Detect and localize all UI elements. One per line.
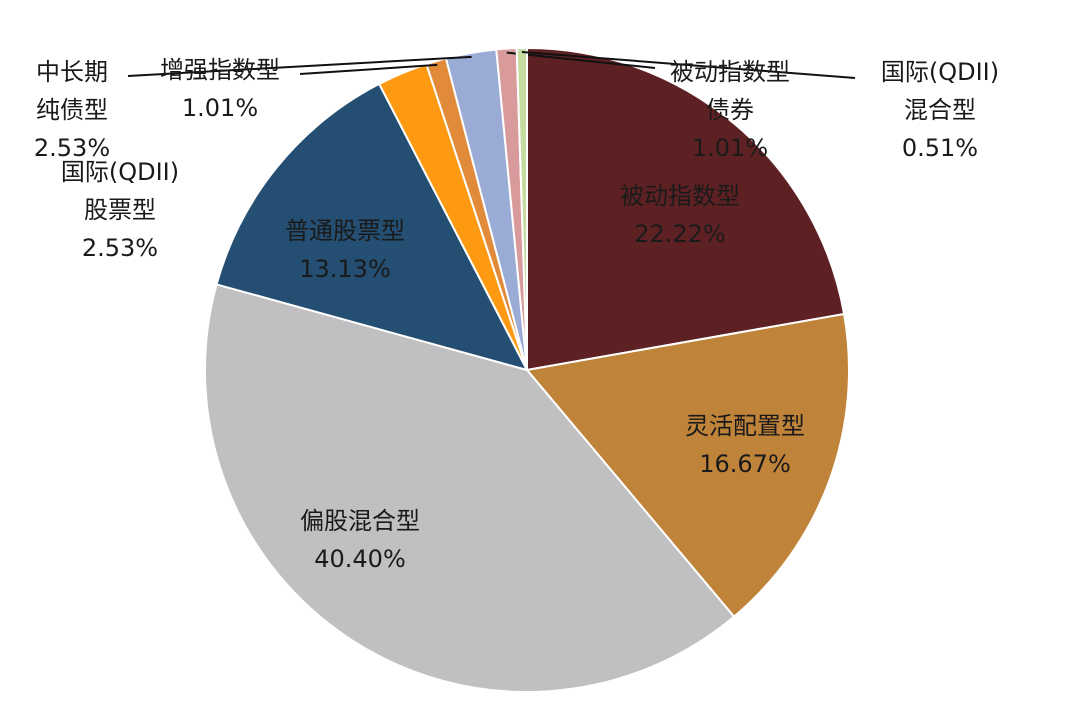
pie-slice [215, 82, 529, 372]
leader-line [299, 63, 438, 75]
value-label: 16.67% [699, 450, 791, 478]
pie-slice [204, 283, 736, 693]
value-label: 2.53% [33, 134, 111, 162]
value-label: 0.51% [901, 134, 979, 162]
slice-label: 国际(QDII) 混合型 0.51% [881, 53, 999, 167]
category-label: 普通股票型 [285, 217, 405, 245]
category-label: 国际(QDII) 混合型 [880, 58, 1000, 124]
pie-slice [525, 312, 850, 619]
category-label: 被动指数型 债券 [670, 58, 790, 124]
slice-label: 中长期 纯债型 2.53% [34, 53, 110, 167]
category-label: 国际(QDII) 股票型 [60, 158, 180, 224]
pie-slice [526, 46, 846, 372]
leader-line [127, 55, 472, 77]
category-label: 灵活配置型 [685, 412, 805, 440]
value-label: 22.22% [634, 220, 726, 248]
slice-label: 国际(QDII) 股票型 2.53% [61, 153, 179, 267]
slice-label: 灵活配置型 16.67% [685, 407, 805, 483]
value-label: 2.53% [81, 234, 159, 262]
category-label: 被动指数型 [620, 182, 740, 210]
leader-line [521, 51, 856, 79]
pie-slice [515, 46, 528, 371]
category-label: 偏股混合型 [300, 507, 420, 535]
slice-label: 被动指数型 债券 1.01% [670, 53, 790, 167]
slice-label: 普通股票型 13.13% [285, 212, 405, 288]
value-label: 1.01% [181, 94, 259, 122]
value-label: 1.01% [691, 134, 769, 162]
slice-label: 偏股混合型 40.40% [300, 502, 420, 578]
value-label: 40.40% [314, 545, 406, 573]
leader-line [506, 51, 656, 69]
slice-label: 增强指数型 1.01% [160, 51, 280, 127]
slice-label: 被动指数型 22.22% [620, 177, 740, 253]
value-label: 13.13% [299, 255, 391, 283]
category-label: 中长期 纯债型 [36, 58, 108, 124]
category-label: 增强指数型 [160, 56, 280, 84]
